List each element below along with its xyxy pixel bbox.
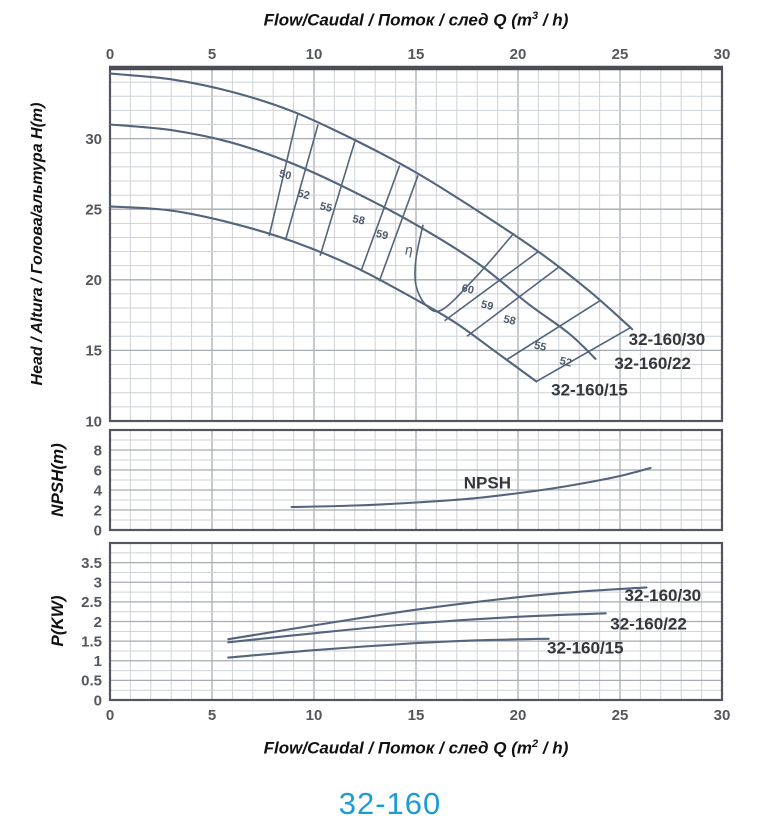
eta-symbol-label: η xyxy=(405,241,413,257)
curve-label-32-160-30: 32-160/30 xyxy=(625,586,702,605)
curve-32-160-22 xyxy=(108,123,597,360)
curve-label-32-160-15: 32-160/15 xyxy=(547,639,624,658)
curve-32-160-30 xyxy=(227,586,648,641)
head-x-tick-label: 15 xyxy=(408,46,425,63)
power-x-tick-label: 15 xyxy=(408,707,425,724)
flow-axis-title-bottom-text: Flow/Caudal / Поток / след Q (m xyxy=(263,738,533,758)
efficiency-line-50 xyxy=(268,114,299,237)
efficiency-label-52: 52 xyxy=(558,355,573,370)
power-axis-title: P(KW) xyxy=(48,595,67,647)
head-y-tick-label: 15 xyxy=(85,343,102,360)
panel-head: 50525558596059585552η32-160/3032-160/223… xyxy=(85,46,730,430)
power-x-tick-label: 0 xyxy=(106,707,114,724)
efficiency-label-55: 55 xyxy=(533,339,548,354)
curve-32-160-30 xyxy=(108,72,634,331)
head-x-tick-label: 30 xyxy=(714,46,731,63)
npsh-y-tick-label: 6 xyxy=(94,462,102,479)
power-x-tick-label: 30 xyxy=(714,707,731,724)
power-x-tick-label: 5 xyxy=(208,707,216,724)
head-grid xyxy=(110,68,722,421)
head-x-tick-label: 10 xyxy=(306,46,323,63)
npsh-y-tick-label: 0 xyxy=(94,522,102,539)
head-x-tick-label: 20 xyxy=(510,46,527,63)
head-axis-title: Head / Altura / Голова/альтура H(m) xyxy=(29,102,46,386)
power-y-tick-label: 1.5 xyxy=(81,633,102,650)
npsh-grid xyxy=(110,430,722,530)
power-y-tick-label: 1 xyxy=(94,653,102,670)
curve-label-32-160-22: 32-160/22 xyxy=(610,614,687,633)
curve-32-160-15 xyxy=(227,637,550,659)
flow-axis-title-bottom-unit: / h) xyxy=(538,738,569,758)
power-x-tick-label: 10 xyxy=(306,707,323,724)
curve-label-npsh: NPSH xyxy=(464,474,511,493)
curve-label-32-160-30: 32-160/30 xyxy=(629,330,706,349)
head-x-tick-label: 25 xyxy=(612,46,629,63)
npsh-y-tick-label: 2 xyxy=(94,502,102,519)
power-y-tick-label: 3 xyxy=(94,575,102,592)
head-y-tick-label: 25 xyxy=(85,201,102,218)
pump-model-title: 32-160 xyxy=(338,786,442,821)
npsh-panel-border xyxy=(108,428,724,532)
efficiency-line-58 xyxy=(360,165,401,272)
power-y-tick-label: 3.5 xyxy=(81,555,102,572)
efficiency-label-59: 59 xyxy=(375,228,390,243)
flow-axis-title-top-sup: 3 xyxy=(532,10,539,22)
power-grid xyxy=(110,543,722,700)
efficiency-line-55 xyxy=(319,141,356,257)
curve-32-160-15 xyxy=(108,205,538,383)
efficiency-line-58 xyxy=(466,266,560,337)
npsh-y-tick-label: 4 xyxy=(94,482,103,499)
efficiency-line-52 xyxy=(284,124,319,241)
panel-power: 32-160/3032-160/2232-160/153.532.521.510… xyxy=(81,541,731,724)
power-y-tick-label: 0.5 xyxy=(81,673,102,690)
head-x-tick-label: 5 xyxy=(208,46,216,63)
efficiency-line-59 xyxy=(378,175,419,282)
flow-axis-title-top-text: Flow/Caudal / Поток / след Q (m xyxy=(263,10,533,30)
power-y-tick-label: 0 xyxy=(94,692,102,709)
head-y-tick-label: 30 xyxy=(85,131,102,148)
flow-axis-title-bottom: Flow/Caudal / Поток / след Q (m2 / h) xyxy=(110,738,722,759)
flow-axis-title-bottom-sup: 2 xyxy=(532,738,539,750)
flow-axis-title-top-unit: / h) xyxy=(538,10,569,30)
npsh-axis-title: NPSH(m) xyxy=(48,443,67,517)
efficiency-label-59: 59 xyxy=(480,299,495,314)
flow-axis-title-top: Flow/Caudal / Поток / след Q (m3 / h) xyxy=(110,10,722,31)
head-x-tick-label: 0 xyxy=(106,46,114,63)
efficiency-line-52 xyxy=(535,327,631,383)
efficiency-label-58: 58 xyxy=(351,213,366,228)
efficiency-line-55 xyxy=(505,300,601,361)
power-y-tick-label: 2 xyxy=(94,614,102,631)
power-panel-border xyxy=(108,541,724,702)
efficiency-line-59 xyxy=(444,250,539,322)
efficiency-label-55: 55 xyxy=(319,200,334,215)
panel-npsh: NPSH 8 6 4 2 0 xyxy=(94,428,724,539)
npsh-y-tick-label: 8 xyxy=(94,442,102,459)
efficiency-label-52: 52 xyxy=(296,188,311,203)
curve-npsh xyxy=(290,466,652,509)
power-x-tick-label: 20 xyxy=(510,707,527,724)
curve-label-32-160-15: 32-160/15 xyxy=(551,381,628,400)
head-y-tick-label: 10 xyxy=(85,413,102,430)
efficiency-label-58: 58 xyxy=(502,313,517,328)
efficiency-label-60: 60 xyxy=(460,282,475,297)
efficiency-label-50: 50 xyxy=(278,168,293,183)
power-y-tick-label: 2.5 xyxy=(81,594,102,611)
power-x-tick-label: 25 xyxy=(612,707,629,724)
head-y-tick-label: 20 xyxy=(85,272,102,289)
curve-label-32-160-22: 32-160/22 xyxy=(614,354,691,373)
curve-32-160-22 xyxy=(227,612,607,644)
